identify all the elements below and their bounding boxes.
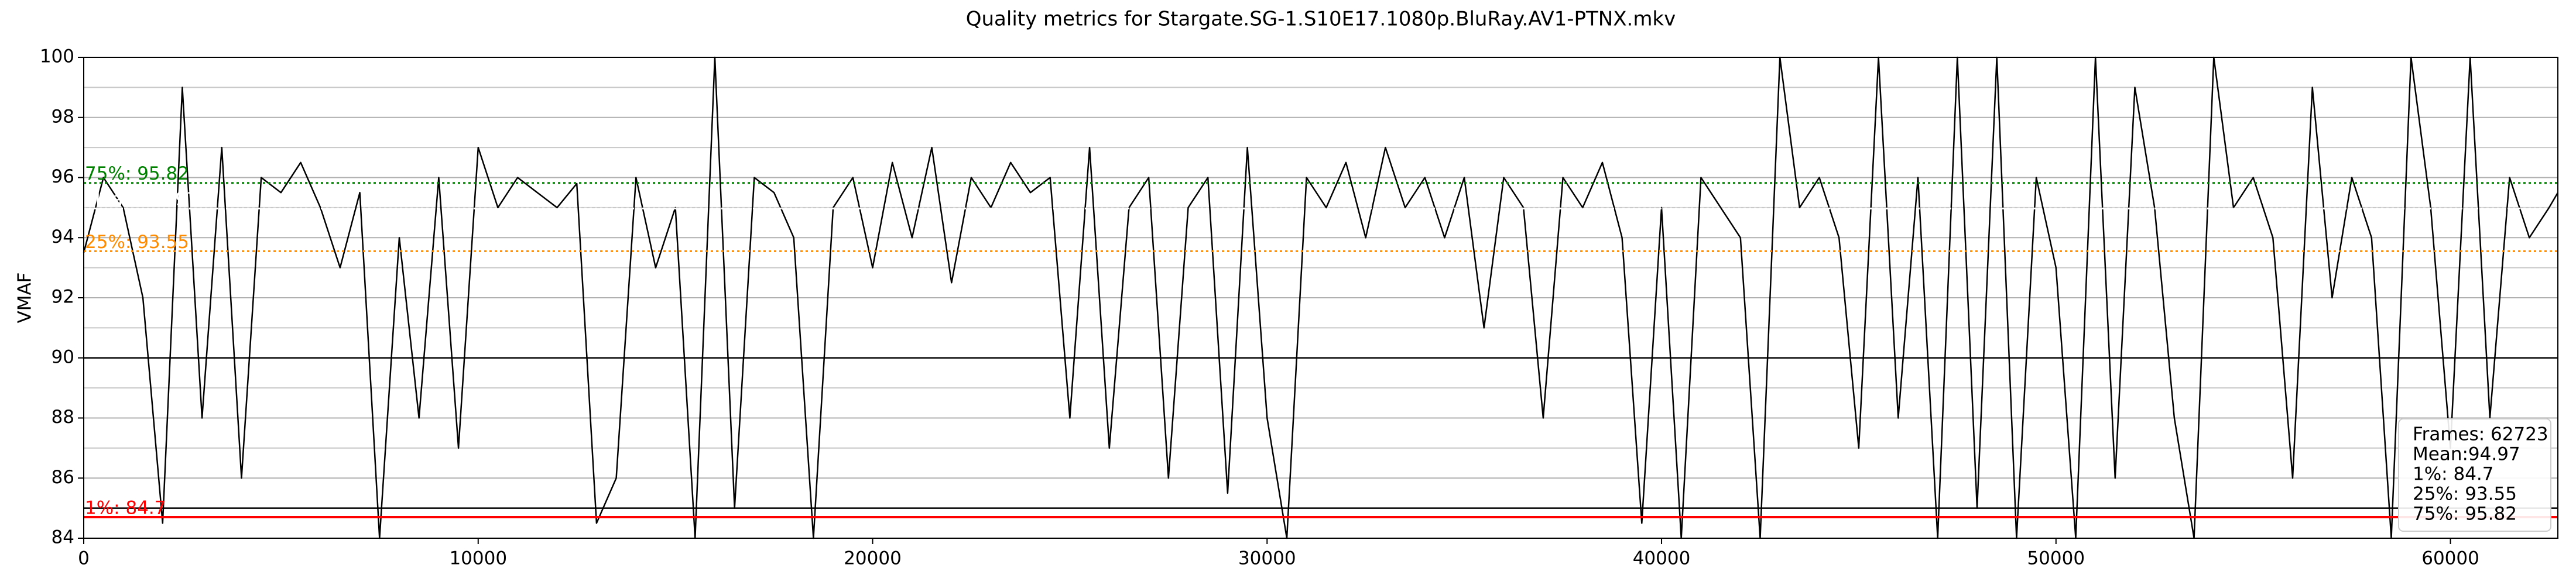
x-tick-label: 50000 — [2027, 548, 2085, 569]
y-axis-label: VMAF — [15, 273, 36, 324]
stat-label: 75%: 95.82 — [85, 163, 189, 184]
stat-label: 25%: 93.55 — [85, 232, 189, 253]
chart-title: Quality metrics for Stargate.SG-1.S10E17… — [966, 8, 1676, 31]
x-tick-label: 10000 — [449, 548, 507, 569]
y-tick-label: 96 — [52, 166, 74, 187]
stat-label: 1%: 84.7 — [85, 498, 166, 519]
y-tick-label: 100 — [40, 46, 74, 67]
y-tick-label: 86 — [52, 467, 74, 488]
legend-text: 1%: 84.7 — [2413, 464, 2494, 485]
legend-text: Frames: 62723 — [2413, 424, 2548, 445]
x-tick-label: 60000 — [2421, 548, 2479, 569]
x-tick-label: 0 — [78, 548, 90, 569]
legend-text: 75%: 95.82 — [2413, 504, 2517, 525]
y-tick-label: 94 — [52, 226, 74, 247]
legend-text: Mean:94.97 — [2413, 444, 2520, 465]
legend-text: 25%: 93.55 — [2413, 484, 2517, 505]
x-tick-label: 20000 — [844, 548, 902, 569]
x-tick-label: 30000 — [1238, 548, 1296, 569]
y-tick-label: 92 — [52, 287, 74, 308]
y-tick-label: 98 — [52, 106, 74, 127]
y-tick-label: 88 — [52, 407, 74, 428]
stat-label: Mean: 94.97 — [85, 189, 198, 210]
legend-box — [2398, 418, 2551, 532]
y-tick-label: 90 — [52, 346, 74, 367]
y-tick-label: 84 — [52, 527, 74, 548]
data-line — [83, 56, 2559, 539]
x-tick-label: 40000 — [1633, 548, 1691, 569]
